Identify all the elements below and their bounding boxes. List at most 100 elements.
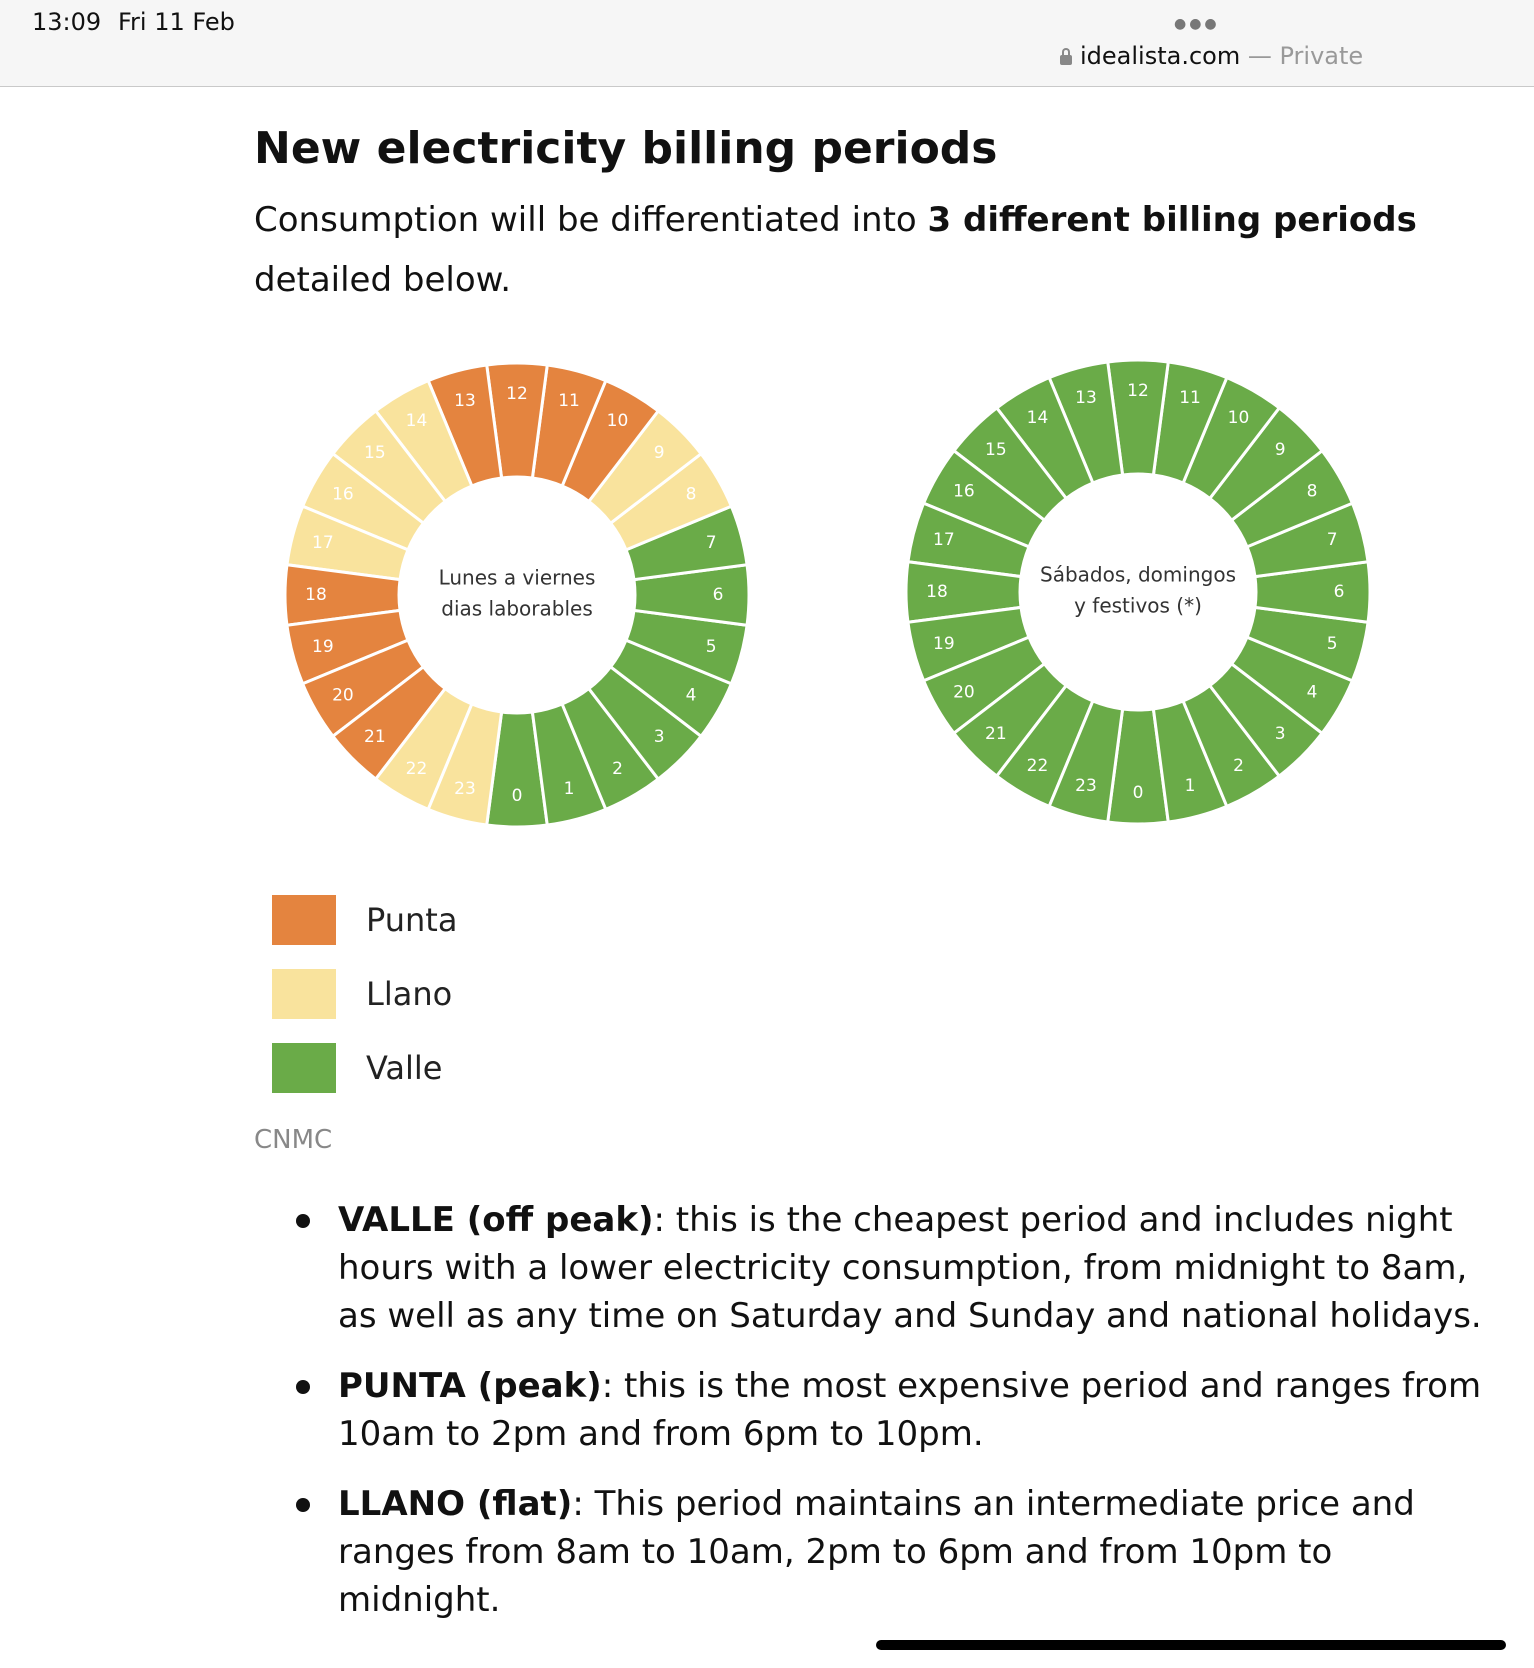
donut-segment-hour-16 xyxy=(300,451,426,552)
private-mode-label: Private xyxy=(1279,42,1364,70)
address-bar[interactable]: idealista.com — Private xyxy=(1060,42,1363,70)
bullet-heading: VALLE (off peak) xyxy=(338,1200,654,1240)
bullet-text: : this is the cheapest period and includ… xyxy=(338,1200,1482,1336)
hour-label: 1 xyxy=(1185,776,1196,796)
billing-periods-figure: 0 1 2 3 4 5 6 7 8 9 10 11 12 13 14 15 16 17 18 19 20 21 22 23 Lu… xyxy=(254,340,1494,1155)
donut-segment-hour-3 xyxy=(586,664,704,782)
hour-label: 14 xyxy=(406,411,428,431)
hour-label: 15 xyxy=(985,440,1007,460)
donut-segment-hour-6 xyxy=(632,563,751,627)
donut-segment-hour-21 xyxy=(951,661,1069,779)
hour-label: 17 xyxy=(312,533,334,553)
hour-label: 3 xyxy=(654,727,665,747)
hour-label: 21 xyxy=(364,727,386,747)
hour-label: 4 xyxy=(1307,683,1318,703)
hour-label: 6 xyxy=(713,585,724,605)
donut-segment-hour-1 xyxy=(530,702,608,827)
hour-label: 0 xyxy=(512,786,523,806)
donut-segment-hour-7 xyxy=(624,504,749,582)
hour-label: 12 xyxy=(1127,381,1149,401)
donut-segment-hour-4 xyxy=(1229,635,1355,736)
bullet-dot xyxy=(296,1380,310,1394)
donut-segment-hour-20 xyxy=(921,635,1047,736)
hour-label: 16 xyxy=(953,482,975,502)
hour-label: 9 xyxy=(1275,440,1286,460)
donut-segment-hour-14 xyxy=(373,378,474,504)
bullet-dot xyxy=(296,1498,310,1512)
donut-segment-hour-3 xyxy=(1207,661,1325,779)
hour-label: 11 xyxy=(1179,388,1201,408)
donut-segment-hour-18 xyxy=(283,563,402,627)
hour-label: 10 xyxy=(1228,408,1250,428)
hour-label: 8 xyxy=(686,485,697,505)
donut-segment-hour-4 xyxy=(608,638,734,739)
donut-segment-hour-5 xyxy=(624,608,749,686)
hour-label: 8 xyxy=(1307,482,1318,502)
url-separator: — xyxy=(1247,42,1272,70)
hour-label: 7 xyxy=(706,533,717,553)
intro-text-end: detailed below. xyxy=(254,260,512,300)
hour-label: 23 xyxy=(454,779,476,799)
donut-segment-hour-13 xyxy=(426,363,504,488)
hour-label: 16 xyxy=(332,485,354,505)
donut-segment-hour-11 xyxy=(530,363,608,488)
hour-label: 9 xyxy=(654,443,665,463)
donut-segment-hour-22 xyxy=(994,683,1095,809)
donut-segment-hour-21 xyxy=(330,664,448,782)
intro-bold: 3 different billing periods xyxy=(927,200,1417,240)
legend-label-valle: Valle xyxy=(366,1049,443,1087)
donut-segment-hour-6 xyxy=(1253,560,1372,624)
donut-segment-hour-12 xyxy=(485,361,549,480)
list-item-valle: VALLE (off peak): this is the cheapest p… xyxy=(254,1196,1484,1340)
bullet-text: : This period maintains an intermediate … xyxy=(338,1484,1415,1620)
intro-text: Consumption will be differentiated into xyxy=(254,200,928,240)
hour-label: 6 xyxy=(1334,582,1345,602)
donut-center-label: y festivos (*) xyxy=(1074,594,1202,618)
ellipsis-icon[interactable]: ●●● xyxy=(1174,16,1220,32)
donut-segment-hour-10 xyxy=(560,378,661,504)
list-item-llano: LLANO (flat): This period maintains an i… xyxy=(254,1480,1484,1624)
donut-segment-hour-5 xyxy=(1245,605,1370,683)
donut-segment-hour-8 xyxy=(608,451,734,552)
donut-segment-hour-2 xyxy=(1181,683,1282,809)
hour-label: 2 xyxy=(1233,756,1244,776)
hour-label: 3 xyxy=(1275,724,1286,744)
donut-segment-hour-19 xyxy=(285,608,410,686)
hour-label: 20 xyxy=(953,683,975,703)
period-list: VALLE (off peak): this is the cheapest p… xyxy=(254,1196,1484,1646)
donut-center-label: dias laborables xyxy=(441,597,592,621)
donut-segment-hour-7 xyxy=(1245,501,1370,579)
status-bar: 13:09 Fri 11 Feb ●●● idealista.com — Pri… xyxy=(0,0,1534,87)
donut-segment-hour-8 xyxy=(1229,448,1355,549)
donut-segment-hour-20 xyxy=(300,638,426,739)
donut-segment-hour-19 xyxy=(906,605,1031,683)
donut-segment-hour-12 xyxy=(1106,358,1170,477)
donut-segment-hour-16 xyxy=(921,448,1047,549)
hour-label: 19 xyxy=(933,634,955,654)
donut-center-label: Lunes a viernes xyxy=(439,566,596,590)
hour-label: 21 xyxy=(985,724,1007,744)
hour-label: 18 xyxy=(305,585,327,605)
donut-segment-hour-23 xyxy=(426,702,504,827)
bullet-dot xyxy=(296,1214,310,1228)
legend-label-punta: Punta xyxy=(366,901,458,939)
donut-segment-hour-17 xyxy=(906,501,1031,579)
legend-swatch-llano xyxy=(272,969,336,1019)
hour-label: 22 xyxy=(1027,756,1049,776)
hour-label: 13 xyxy=(454,391,476,411)
hour-label: 23 xyxy=(1075,776,1097,796)
hour-label: 11 xyxy=(558,391,580,411)
donut-chart-1: 0 1234567891011121314151617181920212223Lu… xyxy=(283,361,751,829)
hour-label: 22 xyxy=(406,759,428,779)
hour-label: 20 xyxy=(332,686,354,706)
home-indicator[interactable] xyxy=(876,1640,1506,1650)
hour-label: 1 xyxy=(564,779,575,799)
donut-segment-hour-1 xyxy=(1151,699,1229,824)
donut-segment-hour-11 xyxy=(1151,360,1229,485)
status-time: 13:09 xyxy=(32,8,102,36)
hour-label: 4 xyxy=(686,686,697,706)
hour-label: 5 xyxy=(1327,634,1338,654)
donut-segment-hour-2 xyxy=(560,686,661,812)
intro-paragraph: Consumption will be differentiated into … xyxy=(254,190,1474,310)
hour-label: 2 xyxy=(612,759,623,779)
